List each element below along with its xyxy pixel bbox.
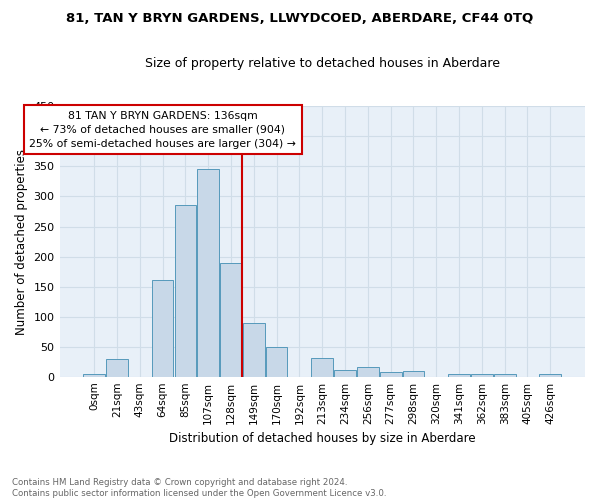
- Bar: [380, 372, 401, 376]
- Bar: [197, 170, 219, 376]
- Text: Contains HM Land Registry data © Crown copyright and database right 2024.
Contai: Contains HM Land Registry data © Crown c…: [12, 478, 386, 498]
- X-axis label: Distribution of detached houses by size in Aberdare: Distribution of detached houses by size …: [169, 432, 476, 445]
- Bar: [403, 372, 424, 376]
- Bar: [266, 346, 287, 376]
- Bar: [471, 374, 493, 376]
- Y-axis label: Number of detached properties: Number of detached properties: [15, 148, 28, 334]
- Bar: [152, 280, 173, 376]
- Bar: [175, 205, 196, 376]
- Bar: [83, 374, 105, 376]
- Title: Size of property relative to detached houses in Aberdare: Size of property relative to detached ho…: [145, 58, 500, 70]
- Bar: [539, 374, 561, 376]
- Bar: [448, 374, 470, 376]
- Bar: [243, 322, 265, 376]
- Bar: [220, 262, 242, 376]
- Bar: [334, 370, 356, 376]
- Text: 81 TAN Y BRYN GARDENS: 136sqm
← 73% of detached houses are smaller (904)
25% of : 81 TAN Y BRYN GARDENS: 136sqm ← 73% of d…: [29, 110, 296, 148]
- Bar: [357, 367, 379, 376]
- Text: 81, TAN Y BRYN GARDENS, LLWYDCOED, ABERDARE, CF44 0TQ: 81, TAN Y BRYN GARDENS, LLWYDCOED, ABERD…: [67, 12, 533, 26]
- Bar: [494, 374, 515, 376]
- Bar: [311, 358, 333, 376]
- Bar: [106, 358, 128, 376]
